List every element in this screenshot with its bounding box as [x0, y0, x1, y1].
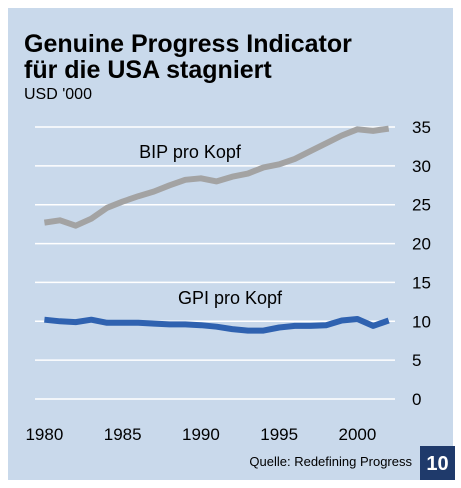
page-number: 10 — [426, 453, 448, 475]
y-tick-label: 30 — [412, 157, 431, 176]
chart-subtitle: USD '000 — [24, 86, 92, 103]
line — [44, 316, 390, 334]
series-label: GPI pro Kopf — [178, 288, 283, 308]
chart-title: Genuine Progress Indicator — [24, 30, 352, 58]
chart-title: für die USA stagniert — [24, 56, 272, 84]
y-tick-label: 5 — [412, 351, 421, 370]
line — [43, 125, 390, 229]
y-tick-label: 0 — [412, 390, 421, 409]
x-tick-label: 1980 — [25, 425, 63, 444]
y-tick-label: 35 — [412, 118, 431, 137]
x-tick-label: 2000 — [339, 425, 377, 444]
source: Quelle: Redefining Progress — [249, 454, 412, 469]
y-tick-label: 20 — [412, 235, 431, 254]
y-tick-label: 25 — [412, 196, 431, 215]
series-label: BIP pro Kopf — [139, 142, 242, 162]
y-tick-label: 15 — [412, 273, 431, 292]
page-number-box — [420, 446, 455, 480]
x-tick-label: 1985 — [104, 425, 142, 444]
y-tick-label: 10 — [412, 312, 431, 331]
x-tick-label: 1990 — [182, 425, 220, 444]
x-tick-label: 1995 — [260, 425, 298, 444]
